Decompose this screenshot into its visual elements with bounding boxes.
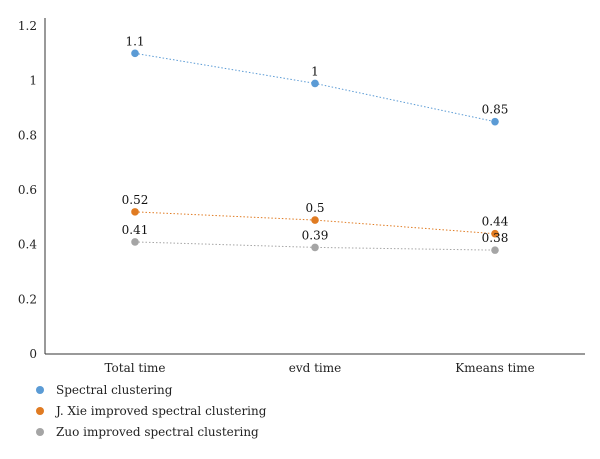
- data-point: [131, 49, 139, 58]
- y-tick-label: 1: [29, 74, 37, 88]
- data-label: 0.41: [122, 223, 149, 237]
- data-label: 0.52: [122, 193, 149, 207]
- x-tick-label: Total time: [104, 361, 165, 375]
- y-tick-label: 0.8: [18, 128, 37, 142]
- y-tick-label: 0.4: [18, 238, 37, 252]
- y-tick-label: 1.2: [18, 19, 37, 33]
- data-label: 1.1: [125, 34, 144, 48]
- data-point: [311, 79, 319, 88]
- data-label: 0.85: [482, 103, 509, 117]
- x-tick-label: evd time: [289, 361, 342, 375]
- legend-item: Zuo improved spectral clustering: [36, 422, 266, 441]
- data-point: [491, 117, 499, 126]
- y-tick-label: 0: [29, 347, 37, 361]
- legend-marker-icon: [36, 385, 44, 394]
- y-tick-label: 0.2: [18, 292, 37, 306]
- x-tick-labels: Total time evd time Kmeans time: [104, 361, 534, 375]
- data-point: [131, 208, 139, 216]
- legend-marker-icon: [36, 427, 44, 436]
- y-tick-labels: 0 0.2 0.4 0.6 0.8 1 1.2: [18, 19, 37, 361]
- data-label: 0.39: [302, 228, 329, 242]
- data-point: [131, 238, 139, 246]
- series: 1.1 1 0.85: [125, 34, 509, 126]
- series: 0.41 0.39 0.38: [122, 223, 509, 254]
- data-label: 0.44: [482, 215, 509, 229]
- data-label: 0.38: [482, 231, 509, 245]
- legend-item: Spectral clustering: [36, 380, 266, 399]
- legend-label: Spectral clustering: [56, 382, 173, 397]
- legend-label: J. Xie improved spectral clustering: [56, 403, 267, 418]
- legend-item: J. Xie improved spectral clustering: [36, 401, 266, 420]
- data-point: [311, 216, 319, 224]
- line-chart: 0 0.2 0.4 0.6 0.8 1 1.2 Total time evd time Kmea…: [18, 18, 585, 375]
- series-line: [134, 241, 496, 251]
- x-tick-label: Kmeans time: [455, 361, 534, 375]
- series: 0.52 0.5 0.44: [122, 193, 509, 238]
- data-point: [491, 246, 499, 254]
- data-label: 1: [311, 64, 319, 78]
- legend: Spectral clustering J. Xie improved spect…: [36, 380, 266, 443]
- data-point: [491, 229, 499, 238]
- legend-label: Zuo improved spectral clustering: [56, 424, 259, 439]
- data-label: 0.5: [305, 201, 324, 215]
- legend-marker-icon: [36, 406, 44, 415]
- series-line: [134, 211, 496, 235]
- series-group: 1.1 1 0.85 0.52 0.5 0.44 0.41 0.39 0.38: [122, 34, 509, 254]
- y-tick-label: 0.6: [18, 183, 37, 197]
- data-point: [311, 243, 319, 252]
